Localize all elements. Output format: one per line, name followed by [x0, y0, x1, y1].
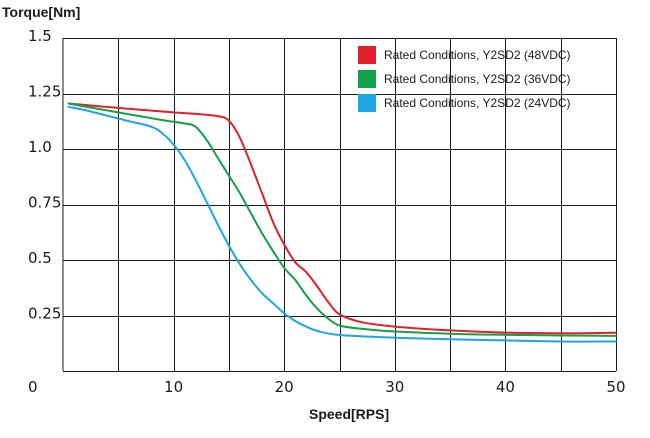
y-tick-label: 0.25: [28, 305, 61, 323]
legend-item-48vdc: Rated Conditions, Y2SD2 (48VDC): [358, 46, 571, 64]
series-line-36vdc: [67, 102, 617, 337]
origin-tick-label: 0: [28, 378, 38, 396]
legend-item-24vdc: Rated Conditions, Y2SD2 (24VDC): [358, 94, 571, 112]
y-tick-label: 0.75: [28, 194, 61, 212]
series-line-48vdc: [67, 102, 617, 335]
legend: Rated Conditions, Y2SD2 (48VDC) Rated Con…: [358, 46, 571, 112]
x-tick-label: 50: [606, 378, 625, 396]
legend-swatch: [358, 46, 376, 64]
legend-item-36vdc: Rated Conditions, Y2SD2 (36VDC): [358, 70, 571, 88]
y-tick-label: 1.5: [28, 27, 52, 45]
y-axis-title: Torque[Nm]: [2, 4, 80, 20]
legend-swatch: [358, 94, 376, 112]
x-tick-label: 20: [275, 378, 294, 396]
x-tick-label: 40: [496, 378, 515, 396]
series-line-24vdc: [67, 105, 617, 343]
legend-label: Rated Conditions, Y2SD2 (48VDC): [384, 48, 571, 62]
grid: [62, 38, 617, 372]
y-tick-label: 0.5: [28, 249, 52, 267]
series-lines: [67, 102, 617, 343]
x-tick-labels: 10 20 30 40 50: [164, 378, 625, 396]
x-tick-label: 30: [385, 378, 404, 396]
x-axis-title: Speed[RPS]: [309, 406, 389, 422]
y-tick-label: 1.25: [28, 83, 61, 101]
y-tick-labels: 0.25 0.5 0.75 1.0 1.25 1.5: [28, 27, 61, 323]
legend-label: Rated Conditions, Y2SD2 (36VDC): [384, 72, 571, 86]
x-tick-label: 10: [164, 378, 183, 396]
legend-label: Rated Conditions, Y2SD2 (24VDC): [384, 96, 571, 110]
legend-swatch: [358, 70, 376, 88]
y-tick-label: 1.0: [28, 138, 52, 156]
